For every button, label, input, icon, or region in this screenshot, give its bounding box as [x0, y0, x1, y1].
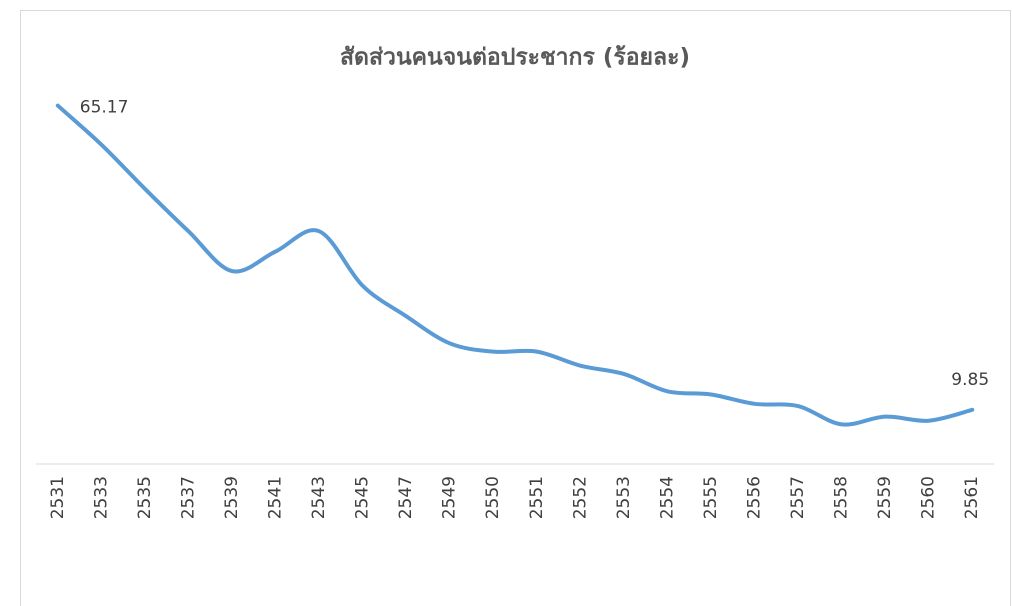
chart-border [20, 10, 1011, 606]
x-tick-label: 2554 [657, 476, 677, 519]
x-tick-label: 2558 [832, 476, 852, 519]
line [55, 103, 975, 427]
x-tick-label: 2537 [178, 476, 198, 519]
x-tick-label: 2561 [962, 476, 982, 519]
chart-title: สัดส่วนคนจนต่อประชากร (ร้อยละ) [340, 45, 690, 71]
x-tick-label: 2550 [483, 476, 503, 519]
x-tick-label: 2547 [396, 476, 416, 519]
data-label: 65.17 [80, 98, 129, 118]
x-tick-label: 2531 [48, 476, 68, 519]
x-tick-label: 2560 [919, 476, 939, 519]
x-tick-label: 2552 [570, 476, 590, 519]
x-tick-label: 2549 [440, 476, 460, 519]
x-tick-label: 2555 [701, 476, 721, 519]
x-tick-label: 2559 [875, 476, 895, 519]
x-tick-label: 2556 [745, 476, 765, 519]
x-tick-label: 2557 [788, 476, 808, 519]
x-tick-label: 2533 [91, 476, 111, 519]
x-tick-label: 2551 [527, 476, 547, 519]
x-tick-label: 2553 [614, 476, 634, 519]
x-tick-label: 2539 [222, 476, 242, 519]
x-tick-label: 2543 [309, 476, 329, 519]
data-label: 9.85 [951, 370, 989, 390]
x-tick-label: 2535 [135, 476, 155, 519]
x-tick-label: 2545 [353, 476, 373, 519]
x-tick-label: 2541 [266, 476, 286, 519]
